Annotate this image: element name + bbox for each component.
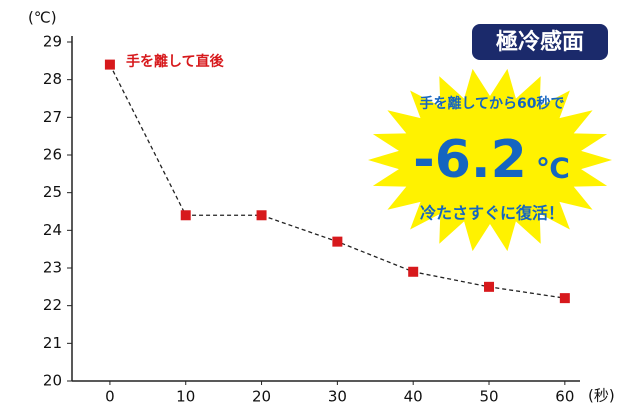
x-tick-label: 10: [176, 388, 195, 406]
y-tick-label: 24: [43, 221, 62, 239]
x-tick-label: 30: [328, 388, 347, 406]
point: [559, 293, 570, 304]
y-tick-label: 27: [43, 108, 62, 126]
y-unit-label: (℃): [28, 9, 57, 27]
x-tick-label: 20: [252, 388, 271, 406]
x-tick-label: 60: [555, 388, 574, 406]
y-tick-label: 25: [43, 183, 62, 201]
burst-unit: ℃: [536, 152, 570, 185]
point: [180, 210, 191, 221]
y-tick-label: 28: [43, 70, 62, 88]
x-unit-label: (秒): [588, 387, 615, 405]
point: [484, 281, 495, 292]
point: [332, 236, 343, 247]
point: [104, 59, 115, 70]
burst-value: -6.2: [413, 130, 527, 190]
x-tick-label: 50: [479, 388, 498, 406]
burst: [368, 68, 612, 252]
badge: 極冷感面: [496, 29, 584, 55]
badge-box: [472, 24, 608, 60]
x-tick-label: 0: [105, 388, 115, 406]
point: [408, 266, 419, 277]
y-tick-label: 21: [43, 334, 62, 352]
point: [256, 210, 267, 221]
annotation: 手を離して直後: [126, 53, 225, 70]
burst-bottom: 冷たさすぐに復活！: [420, 204, 564, 223]
y-tick-label: 22: [43, 296, 62, 314]
y-tick-label: 26: [43, 146, 62, 164]
y-tick-label: 23: [43, 259, 62, 277]
x-tick-label: 40: [404, 388, 423, 406]
burst-top: 手を離してから60秒で: [419, 95, 564, 112]
y-tick-label: 29: [43, 33, 62, 51]
y-tick-label: 20: [43, 372, 62, 390]
